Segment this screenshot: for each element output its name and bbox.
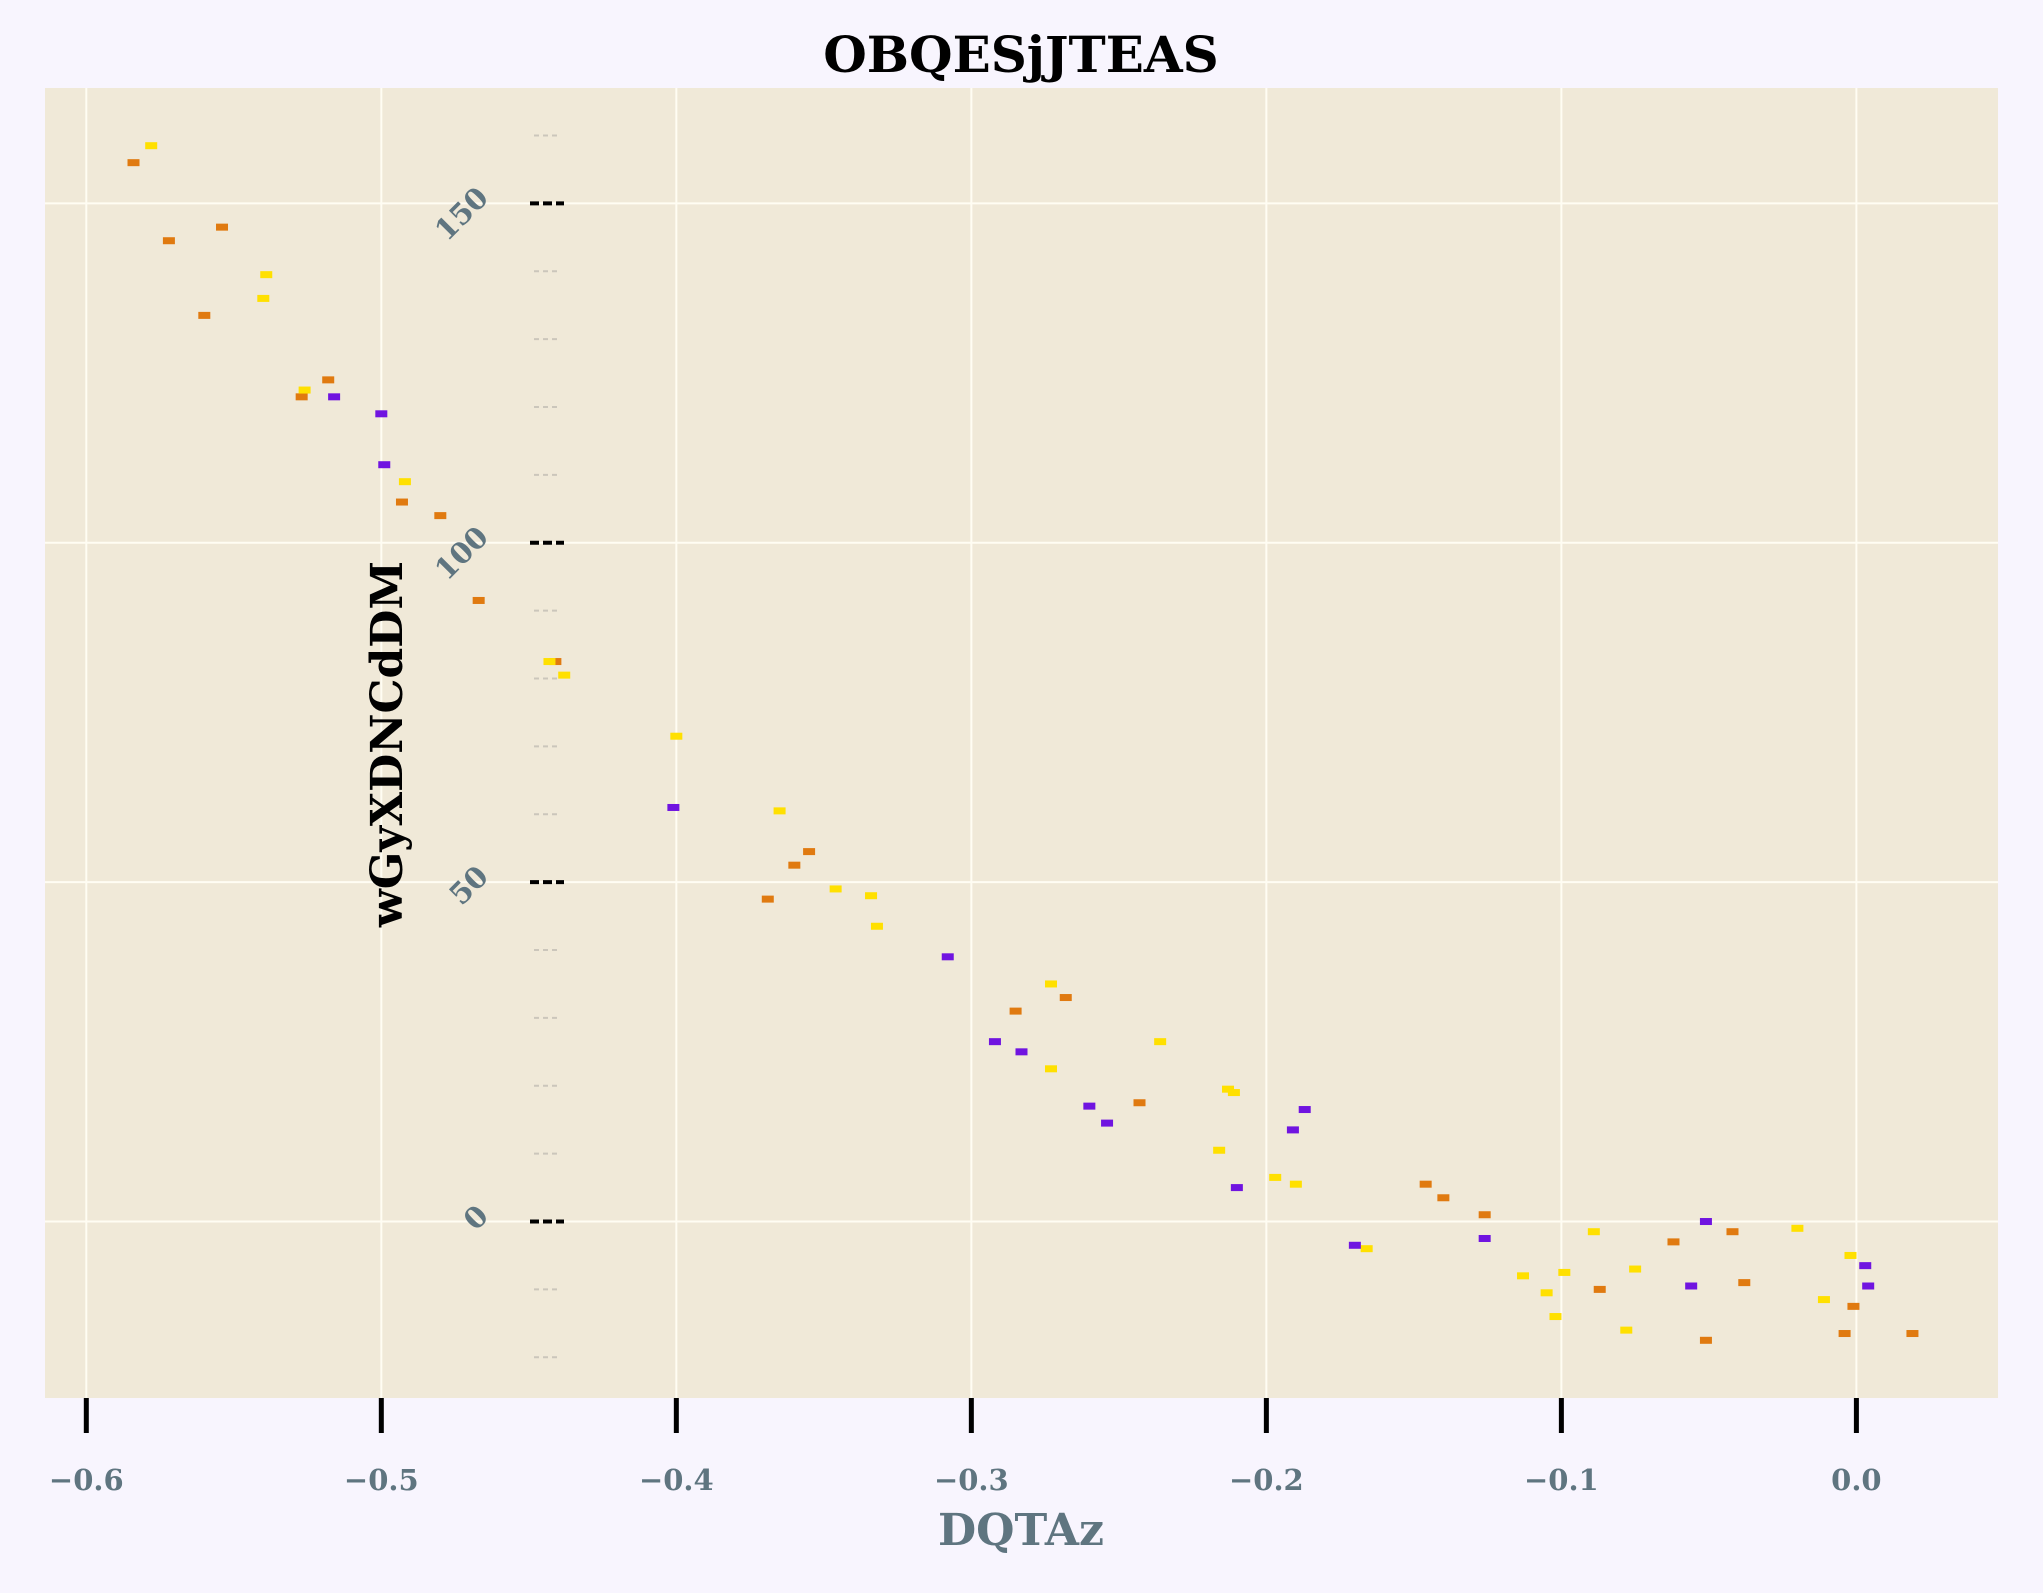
data-point [260,271,273,279]
data-point [257,294,270,302]
data-point [1558,1268,1571,1276]
data-point [1298,1106,1311,1114]
data-point [1154,1038,1167,1046]
data-point [1685,1282,1698,1290]
data-point [1817,1296,1830,1304]
data-point [1549,1313,1562,1321]
data-point [829,885,842,893]
data-point [670,732,683,740]
data-point [1045,980,1058,988]
data-point [1593,1285,1606,1293]
plot-area [45,88,1998,1398]
data-point [1230,1184,1243,1192]
data-point [1213,1146,1226,1154]
data-point [328,393,341,401]
data-point [375,410,388,418]
data-point [1540,1289,1553,1297]
data-point [1699,1218,1712,1226]
x-tick-label: −0.4 [639,1463,714,1497]
data-point [803,848,816,856]
data-point [434,512,447,520]
data-point [1269,1173,1282,1181]
data-point [1059,994,1072,1002]
data-point [395,498,408,506]
data-point [1227,1089,1240,1097]
data-point [1083,1102,1096,1110]
data-point [1015,1048,1028,1056]
x-tick-label: 0.0 [1831,1463,1881,1497]
data-point [773,807,786,815]
data-point [761,895,774,903]
data-point [558,671,571,679]
data-point [322,376,335,384]
data-point [1699,1336,1712,1344]
data-point [1862,1282,1875,1290]
y-axis-label: wGyXDNCdDM [362,561,413,928]
data-point [1906,1330,1919,1338]
data-point [870,922,883,930]
data-point [472,596,485,604]
data-point [295,393,308,401]
data-point [1286,1126,1299,1134]
data-point [1289,1180,1302,1188]
data-point [1009,1007,1022,1015]
chart-title: OBQESjJTEAS [823,25,1219,84]
data-point [788,861,801,869]
minor-ticks-layer [534,134,560,1359]
data-point [145,142,158,150]
data-point [667,803,680,811]
data-point [1844,1251,1857,1259]
data-point [1348,1241,1361,1249]
data-point [988,1038,1001,1046]
data-point [1133,1099,1146,1107]
points-layer [127,142,1919,1344]
data-point [1738,1279,1751,1287]
x-tick-label: −0.5 [344,1463,419,1497]
data-point [1437,1194,1450,1202]
data-point [543,658,556,666]
data-point [1859,1262,1872,1270]
data-point [1360,1245,1373,1253]
data-point [1620,1326,1633,1334]
data-point [1478,1234,1491,1242]
x-axis-label: DQTAz [938,1505,1104,1556]
data-point [1587,1228,1600,1236]
data-point [398,478,411,486]
data-point [1847,1302,1860,1310]
data-point [1419,1180,1432,1188]
x-tick-label: −0.1 [1524,1463,1599,1497]
data-point [127,159,140,167]
data-point [865,892,878,900]
data-point [1045,1065,1058,1073]
data-point [1791,1224,1804,1232]
data-point [1838,1330,1851,1338]
data-point [1629,1265,1642,1273]
data-point [941,953,954,961]
data-point [1726,1228,1739,1236]
grid-layer [45,88,1998,1398]
data-point [1478,1211,1491,1219]
x-tick-label: −0.3 [934,1463,1009,1497]
data-point [1667,1238,1680,1246]
data-point [1517,1272,1530,1280]
x-tick-label: −0.6 [49,1463,124,1497]
data-point [298,386,311,394]
x-tick-label: −0.2 [1229,1463,1304,1497]
data-point [378,461,391,469]
data-point [1101,1119,1114,1127]
data-point [198,311,211,319]
data-point [162,237,175,245]
data-point [216,223,229,231]
